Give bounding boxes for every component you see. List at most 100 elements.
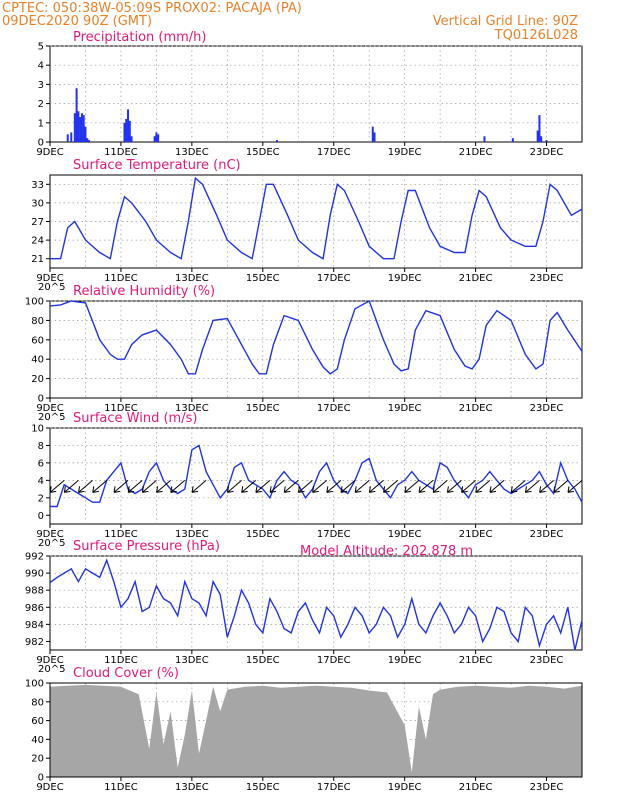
y-tick-label: 100 <box>25 297 44 308</box>
y-tick-label: 20 <box>31 754 44 765</box>
wind-arrow <box>461 479 476 493</box>
x-tick-label: 11DEC <box>104 529 138 540</box>
precip-bar <box>545 140 548 142</box>
panel-title: Cloud Cover (%) <box>73 666 179 681</box>
header-grid-note: Vertical Grid Line: 90Z <box>433 14 578 29</box>
wind-arrow <box>340 479 356 493</box>
wind-arrow <box>369 479 384 493</box>
year-annotation: 20^5 <box>38 538 65 549</box>
y-tick-label: 988 <box>25 586 44 597</box>
y-tick-label: 984 <box>25 620 44 631</box>
wind-arrow <box>127 479 143 493</box>
precip-bar <box>371 126 374 142</box>
x-tick-label: 15DEC <box>246 782 280 793</box>
x-tick-label: 9DEC <box>36 273 63 284</box>
x-tick-label: 21DEC <box>459 273 493 284</box>
wind-arrow-head <box>78 486 85 493</box>
wind-arrow <box>283 479 299 493</box>
y-tick-label: 20 <box>31 374 44 385</box>
wind-arrow-head <box>368 486 376 493</box>
precip-bar <box>125 118 128 142</box>
precip-bar <box>80 113 83 142</box>
y-tick-label: 992 <box>25 552 44 563</box>
year-annotation: 20^5 <box>38 282 65 293</box>
wind-arrow <box>241 479 257 493</box>
x-tick-label: 19DEC <box>388 782 422 793</box>
x-tick-label: 23DEC <box>530 782 564 793</box>
y-tick-label: 10 <box>31 424 44 435</box>
y-tick-label: 30 <box>31 198 44 209</box>
precip-bar <box>540 136 543 142</box>
y-tick-label: 33 <box>31 180 44 191</box>
wind-arrow-head <box>326 486 333 493</box>
panel-title: Surface Pressure (hPa) <box>73 539 220 554</box>
precip-bar <box>82 115 85 142</box>
wind-arrow-head <box>227 486 234 493</box>
y-tick-label: 21 <box>31 254 44 265</box>
wind-arrow <box>447 479 462 493</box>
plot-frame <box>49 555 583 651</box>
precip-bar <box>127 109 130 142</box>
x-tick-label: 11DEC <box>104 655 138 666</box>
y-tick-label: 80 <box>31 697 44 708</box>
header-location: CPTEC: 050:38W-05:09S PROX02: PACAJA (PA… <box>2 1 302 16</box>
x-tick-label: 9DEC <box>36 782 63 793</box>
x-tick-label: 17DEC <box>317 782 351 793</box>
x-tick-label: 21DEC <box>459 655 493 666</box>
y-tick-label: 8 <box>38 441 44 452</box>
wind-arrow-head <box>539 486 546 493</box>
wind-arrow-head <box>269 486 277 493</box>
x-tick-label: 21DEC <box>459 782 493 793</box>
wind-arrow <box>354 479 370 493</box>
x-tick-label: 15DEC <box>246 403 280 414</box>
y-tick-label: 100 <box>25 679 44 690</box>
wind-arrow-head <box>461 486 468 493</box>
x-tick-label: 23DEC <box>530 403 564 414</box>
wind-arrow-head <box>340 486 348 493</box>
x-tick-label: 21DEC <box>459 147 493 158</box>
wind-arrow <box>553 479 569 493</box>
panel-4: 982 984 986 988 990 992 9DEC 11DEC 13DEC 15DEC 17D… <box>25 539 583 675</box>
precip-bar <box>128 120 131 142</box>
x-tick-label: 19DEC <box>388 529 422 540</box>
y-tick-label: 5 <box>38 42 44 53</box>
wind-arrow <box>418 479 434 493</box>
x-tick-label: 23DEC <box>530 529 564 540</box>
wind-arrow <box>170 479 186 493</box>
y-tick-label: 40 <box>31 735 44 746</box>
precip-bar <box>275 140 278 142</box>
y-tick-label: 982 <box>25 637 44 648</box>
precip-bar <box>130 136 133 142</box>
x-tick-label: 17DEC <box>317 403 351 414</box>
x-tick-label: 9DEC <box>36 529 63 540</box>
y-tick-label: 990 <box>25 569 44 580</box>
wind-arrow <box>475 479 491 493</box>
series-line <box>50 176 583 260</box>
wind-arrow-head <box>510 486 518 493</box>
y-tick-label: 986 <box>25 603 44 614</box>
wind-arrow-head <box>354 486 362 493</box>
wind-arrow-head <box>127 486 135 493</box>
wind-arrow-head <box>383 486 390 493</box>
wind-arrow-head <box>489 486 497 493</box>
x-tick-label: 21DEC <box>459 529 493 540</box>
panels: 0 1 2 3 4 5 9DEC 11DEC 13DEC 15DEC 17DEC 19DEC 21DEC… <box>25 30 583 793</box>
x-tick-label: 11DEC <box>104 782 138 793</box>
x-tick-label: 23DEC <box>530 273 564 284</box>
header-code: TQ0126L028 <box>494 28 578 43</box>
precip-bar <box>70 132 73 142</box>
wind-arrow <box>489 479 505 493</box>
y-tick-label: 3 <box>38 80 44 91</box>
model-altitude-label: Model Altitude: 202.878 m <box>300 544 473 559</box>
precip-bar <box>538 115 541 142</box>
plot-frame-top <box>49 682 583 778</box>
y-tick-label: 24 <box>31 236 44 247</box>
x-tick-label: 13DEC <box>175 403 209 414</box>
x-tick-label: 13DEC <box>175 655 209 666</box>
wind-arrow-head <box>567 486 575 493</box>
y-tick-label: 27 <box>31 217 44 228</box>
x-tick-label: 15DEC <box>246 529 280 540</box>
x-tick-label: 9DEC <box>36 655 63 666</box>
x-tick-label: 9DEC <box>36 403 63 414</box>
